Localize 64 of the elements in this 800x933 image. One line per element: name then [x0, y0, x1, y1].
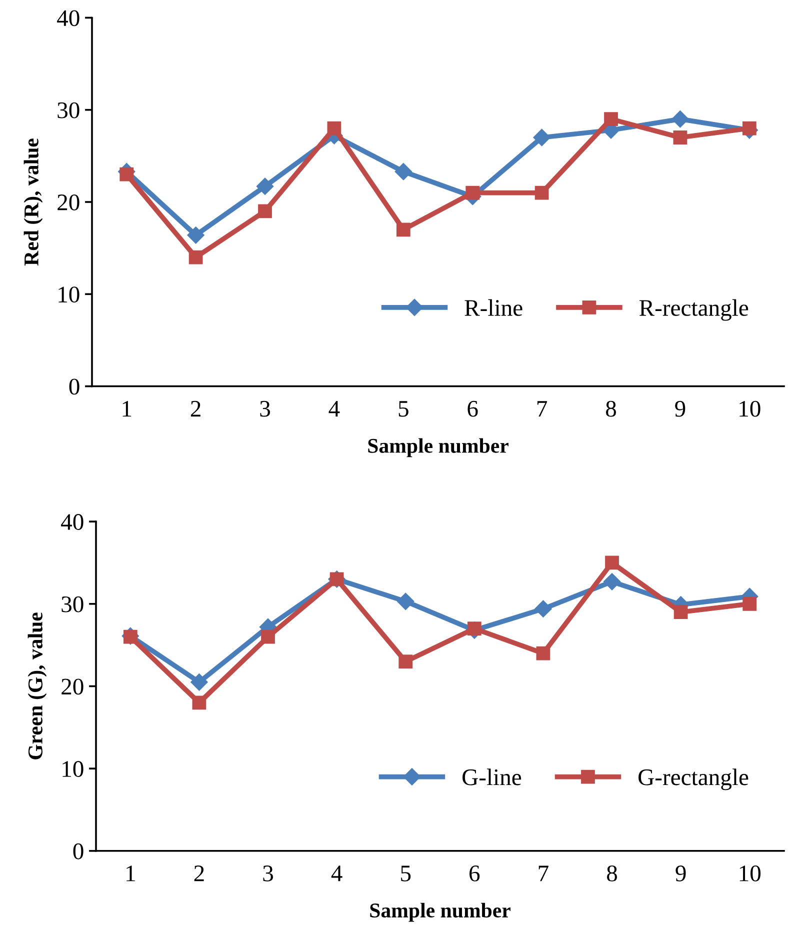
y-tick-label: 20	[62, 678, 84, 695]
x-tick-label: 9	[676, 866, 686, 882]
x-tick-label: 1	[122, 400, 132, 417]
y-tick-label: 40	[61, 514, 84, 530]
x-tick-label: 2	[194, 866, 204, 882]
point	[674, 605, 688, 620]
point	[192, 696, 206, 710]
point	[466, 186, 480, 200]
y-tick-label: 10	[62, 761, 84, 777]
y-tick-label: 30	[62, 596, 84, 612]
y-axis-title: Red (R), value	[24, 138, 43, 266]
point	[394, 163, 412, 180]
x-tick-label: 6	[468, 400, 478, 417]
legend-label: G-line	[462, 768, 522, 786]
y-tick-label: 20	[58, 194, 80, 210]
x-tick-label: 5	[401, 866, 411, 882]
point	[190, 674, 208, 691]
x-tick-label: 7	[538, 866, 548, 882]
point	[261, 630, 275, 644]
legend-label: R-line	[464, 299, 522, 316]
point	[604, 112, 618, 126]
x-tick-label: 2	[190, 400, 200, 417]
x-tick-label: 3	[263, 866, 273, 882]
x-tick-label: 8	[606, 865, 618, 882]
x-tick-label: 10	[740, 400, 760, 417]
x-tick-label: 4	[328, 400, 340, 417]
point	[188, 250, 203, 264]
point	[742, 596, 757, 611]
point	[120, 167, 134, 182]
x-tick-label: 1	[126, 866, 135, 882]
point	[534, 186, 549, 200]
point	[258, 204, 272, 218]
x-tick-label: 5	[398, 401, 408, 417]
legend-label: G-rectangle	[638, 768, 748, 790]
y-axis-title: Green (G), value	[28, 612, 47, 760]
x-tick-label: 6	[470, 866, 480, 882]
y-tick-label: 30	[58, 102, 80, 118]
point	[396, 222, 410, 237]
y-tick-label: 40	[57, 10, 80, 26]
legend-label: R-rectangle	[639, 299, 748, 321]
point	[605, 556, 619, 570]
point	[534, 600, 552, 618]
point	[397, 592, 414, 610]
x-tick-label: 7	[537, 401, 548, 417]
point	[536, 646, 550, 660]
x-tick-label: 8	[606, 400, 616, 417]
x-tick-label: 10	[740, 865, 761, 882]
x-axis-title: Sample number	[368, 438, 508, 458]
point	[256, 178, 274, 195]
point	[187, 226, 204, 244]
x-tick-label: 4	[331, 866, 342, 882]
x-tick-label: 3	[260, 400, 270, 417]
point	[467, 622, 482, 636]
point	[673, 130, 688, 144]
y-tick-label: 10	[58, 286, 80, 303]
point	[672, 110, 689, 128]
point	[533, 128, 550, 146]
point	[327, 121, 342, 136]
y-tick-label: 0	[69, 378, 80, 395]
x-axis-title: Sample number	[370, 902, 510, 922]
y-tick-label: 0	[73, 843, 84, 860]
point	[398, 654, 413, 668]
x-tick-label: 9	[675, 400, 686, 417]
point	[603, 573, 621, 590]
